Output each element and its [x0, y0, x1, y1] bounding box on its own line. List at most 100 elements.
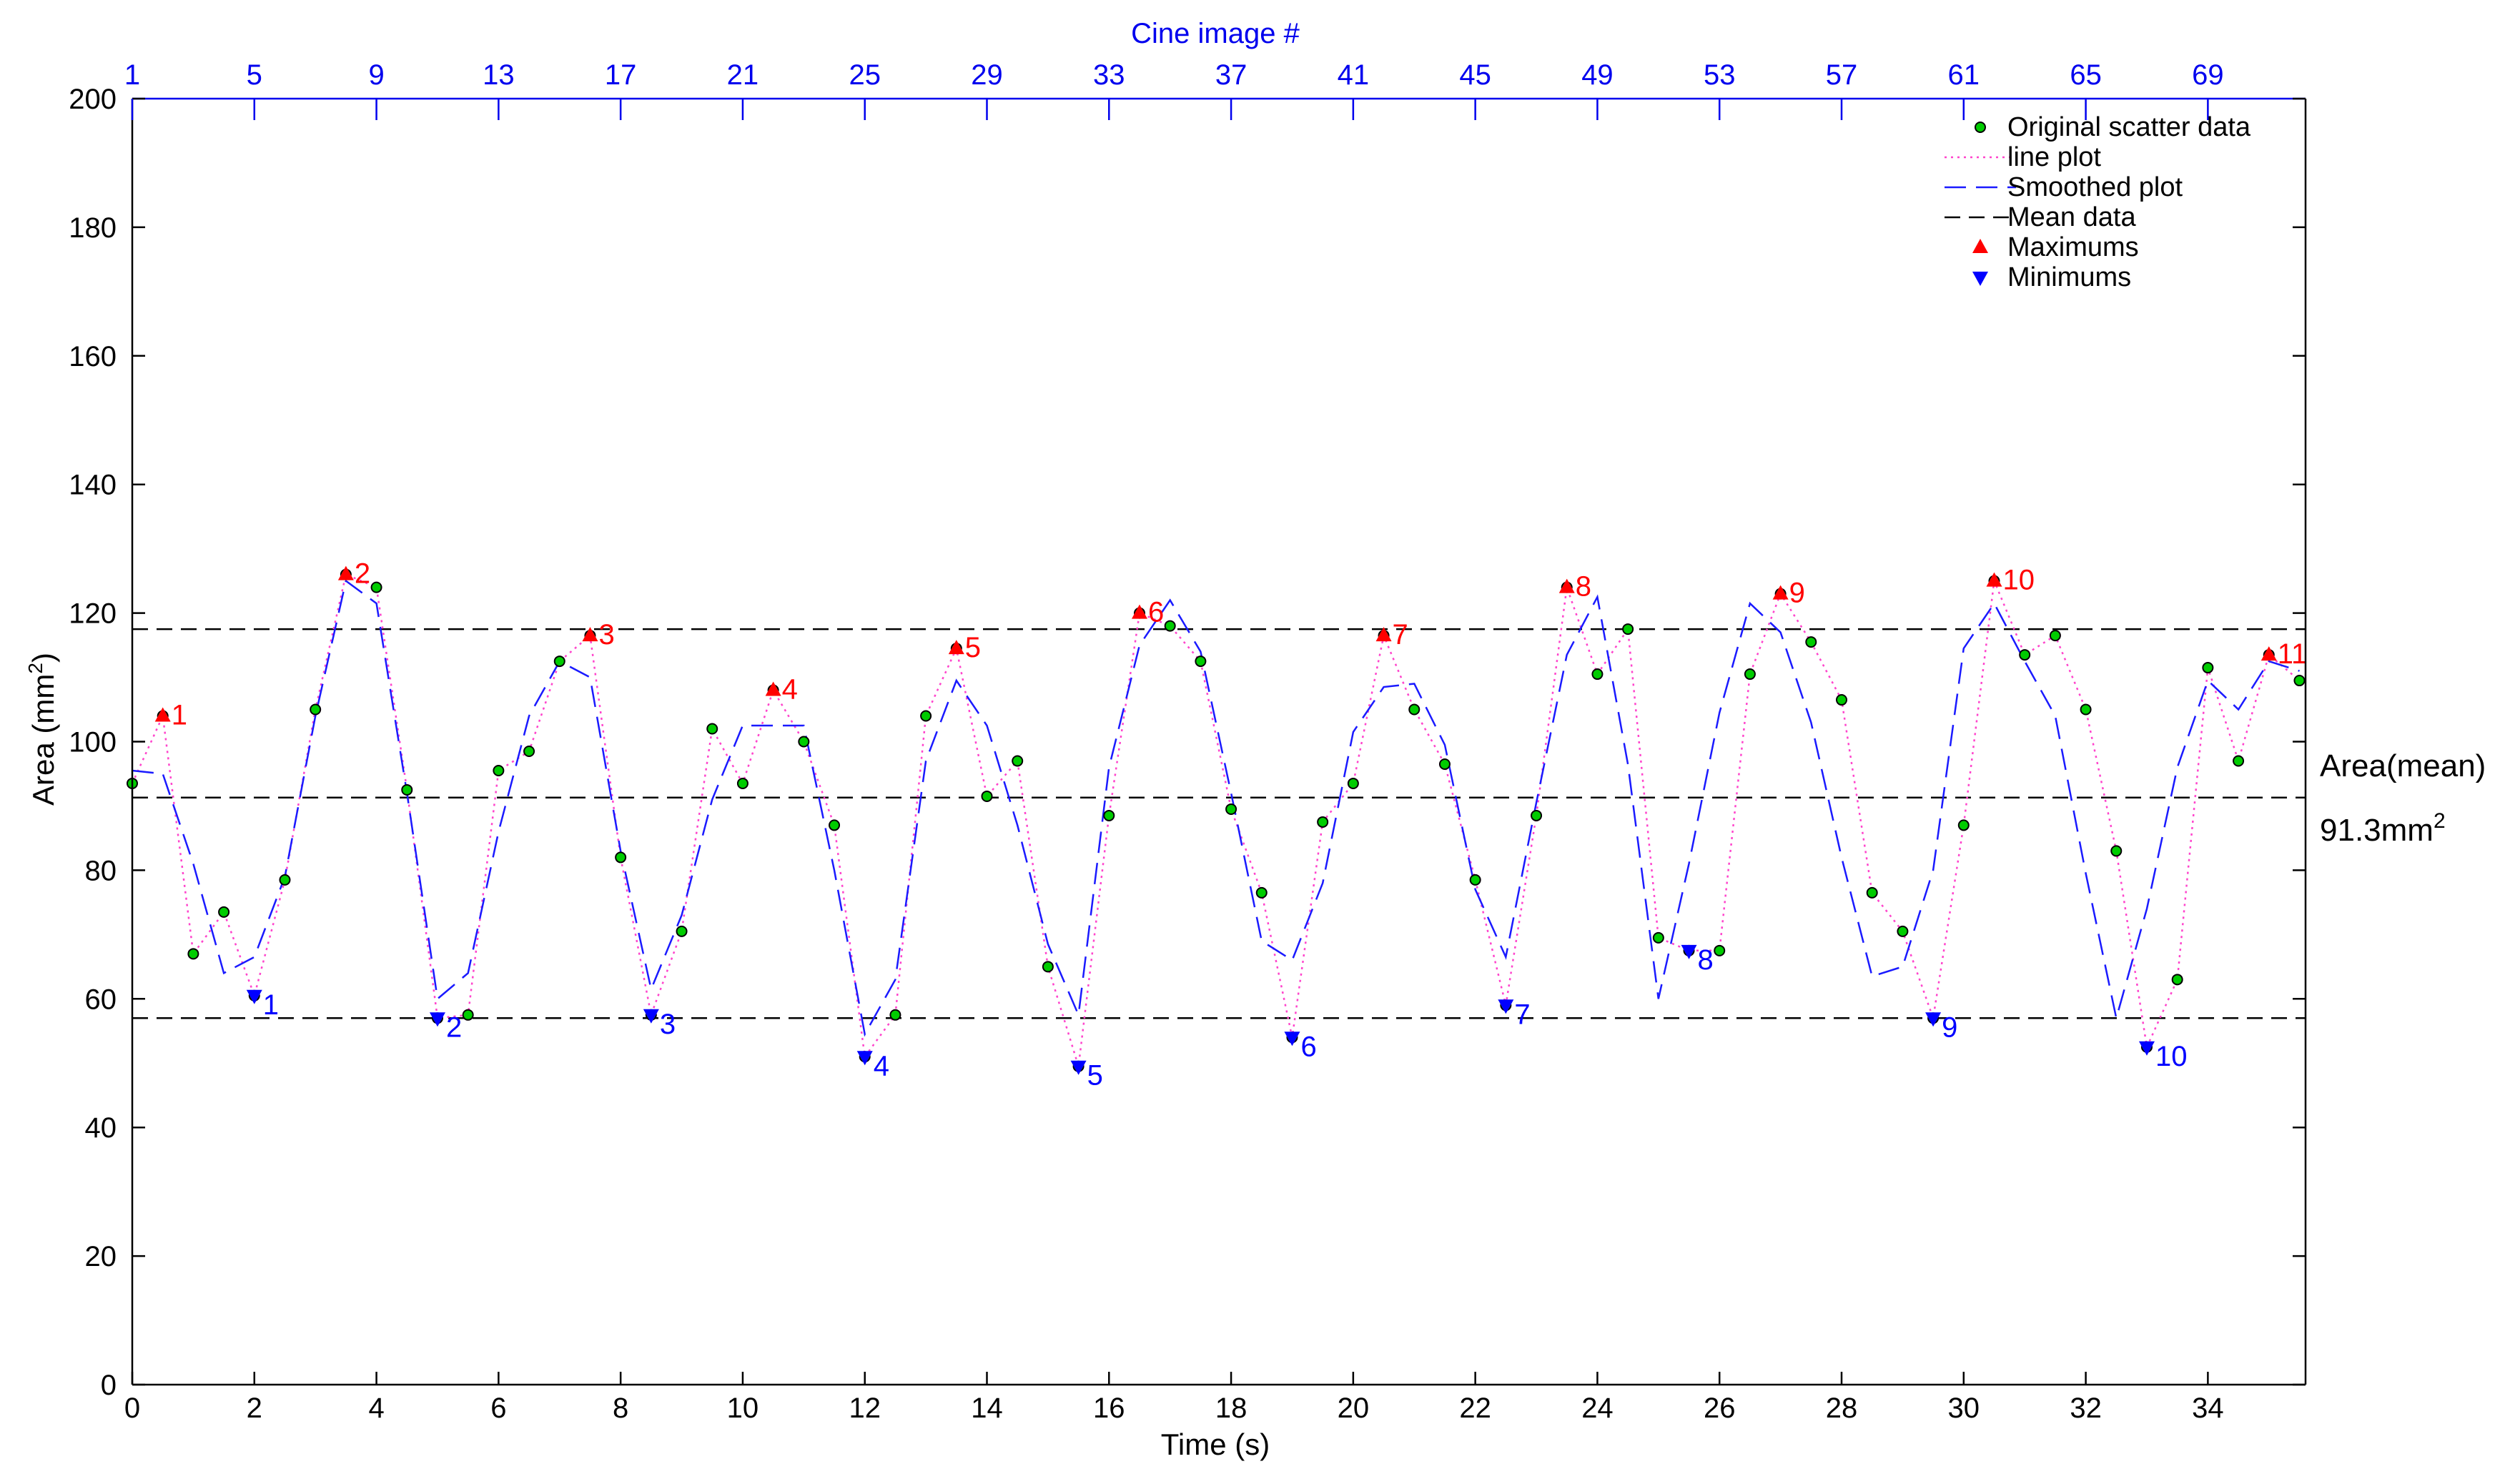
scatter-point: [676, 925, 688, 937]
scatter-point: [1622, 623, 1634, 635]
scatter-point: [829, 819, 841, 831]
maximum-marker: [948, 640, 964, 655]
scatter-point: [1195, 656, 1207, 668]
y-tick-label: 120: [69, 598, 117, 630]
x-tick-label: 22: [1459, 1393, 1491, 1424]
x-tick-label: 4: [368, 1393, 384, 1424]
x-tick-label: 6: [490, 1393, 506, 1424]
scatter-point: [2293, 675, 2306, 687]
minimum-label: 3: [660, 1009, 676, 1040]
maximum-label: 5: [965, 632, 981, 663]
y-axis-title: Area (mm2): [24, 653, 60, 806]
legend-swatch-maximums: [1972, 239, 1988, 253]
x-tick-label: 0: [124, 1393, 140, 1424]
y-tick-label: 20: [85, 1241, 117, 1272]
minimum-marker: [2138, 1041, 2155, 1056]
minimum-marker: [643, 1009, 659, 1024]
mean-annotation-value: 91.3mm2: [2320, 809, 2446, 848]
x-tick-label: 34: [2192, 1393, 2224, 1424]
minimum-label: 10: [2155, 1041, 2188, 1072]
scatter-point: [523, 745, 535, 757]
scatter-point: [218, 906, 230, 918]
minimum-label: 5: [1087, 1060, 1103, 1092]
x-tick-label: 20: [1338, 1393, 1370, 1424]
scatter-point: [187, 948, 199, 960]
scatter-point: [370, 581, 382, 593]
maximum-marker: [1772, 585, 1789, 600]
minimum-label: 6: [1300, 1031, 1316, 1062]
scatter-point: [736, 777, 748, 789]
legend-swatch-minimums: [1972, 272, 1988, 286]
maximum-marker: [154, 707, 171, 722]
x-tick-label: 12: [849, 1393, 881, 1424]
scatter-point: [553, 656, 565, 668]
scatter-point: [493, 764, 505, 776]
mean-annotation-value-sup: 2: [2434, 809, 2446, 833]
scatter-point: [1805, 636, 1817, 648]
legend-label: Smoothed plot: [2007, 172, 2183, 202]
smoothed-plot-layer: [132, 579, 2300, 1037]
minimums-layer: 1 2 3 4 5 6 7 8 9 10: [246, 944, 2188, 1092]
scatter-point: [1836, 694, 1848, 706]
scatter-point: [1347, 777, 1359, 789]
y-tick-label: 180: [69, 212, 117, 244]
smoothed-plot-series: [132, 579, 2300, 1037]
scatter-point: [1714, 944, 1726, 956]
scatter-point: [2110, 845, 2123, 857]
maximums-layer: 1 2 3 4 5 6 7 8 9 10 11: [154, 558, 2307, 731]
x-tick-label: 10: [727, 1393, 759, 1424]
x-tick-label: 2: [247, 1393, 262, 1424]
top-tick-label: 1: [124, 59, 140, 91]
maximum-marker: [1375, 627, 1392, 642]
top-tick-label: 9: [368, 59, 384, 91]
scatter-point: [279, 874, 291, 886]
maximum-marker: [765, 681, 781, 696]
scatter-point: [1438, 758, 1451, 770]
scatter-point: [1652, 931, 1664, 944]
maximum-marker: [2261, 646, 2277, 661]
legend-swatch-scatter: [1975, 122, 1986, 133]
top-axis-title: Cine image #: [1131, 18, 1300, 49]
scatter-point: [1866, 886, 1878, 899]
line-plot-layer: [131, 573, 2301, 1067]
minimum-label: 4: [874, 1050, 889, 1082]
maximum-label: 9: [1789, 578, 1805, 609]
scatter-point: [2202, 662, 2214, 674]
maximum-label: 8: [1576, 571, 1591, 603]
scatter-point: [1408, 703, 1420, 716]
maximum-marker: [1986, 572, 2002, 587]
minimum-label: 2: [446, 1011, 462, 1043]
top-tick-label: 45: [1459, 59, 1491, 91]
scatter-point: [1103, 809, 1115, 821]
maximum-label: 10: [2002, 565, 2035, 596]
x-tick-label: 28: [1826, 1393, 1858, 1424]
mean-annotation-label: Area(mean): [2320, 748, 2486, 783]
top-tick-label: 61: [1948, 59, 1980, 91]
top-tick-label: 37: [1215, 59, 1247, 91]
scatter-point: [1957, 819, 1970, 831]
line-plot-series: [131, 573, 2301, 1067]
minimum-marker: [856, 1051, 873, 1066]
top-tick-label: 53: [1704, 59, 1736, 91]
scatter-points-layer: [127, 568, 2306, 1072]
maximum-label: 6: [1148, 597, 1164, 628]
mean-annotation-value-main: 91.3mm: [2320, 813, 2434, 848]
minimum-label: 1: [263, 989, 279, 1021]
scatter-point: [1164, 620, 1176, 632]
minimum-marker: [1070, 1060, 1087, 1075]
legend-label: Original scatter data: [2007, 112, 2251, 142]
x-tick-label: 26: [1704, 1393, 1736, 1424]
axes-layer: 0 2 4 6 8 10 12 14 16 18 20 22 24 26 28 30 32 34020406080…: [69, 59, 2307, 1424]
scatter-point: [1591, 668, 1604, 681]
maximum-label: 1: [172, 700, 187, 731]
y-tick-label: 160: [69, 341, 117, 372]
scatter-point: [462, 1009, 474, 1021]
mean-lines-layer: [132, 628, 2306, 1019]
scatter-point: [2233, 755, 2245, 767]
maximum-marker: [1558, 578, 1575, 593]
legend-label: line plot: [2007, 142, 2101, 172]
y-tick-label: 80: [85, 855, 117, 886]
maximum-label: 7: [1393, 619, 1408, 651]
